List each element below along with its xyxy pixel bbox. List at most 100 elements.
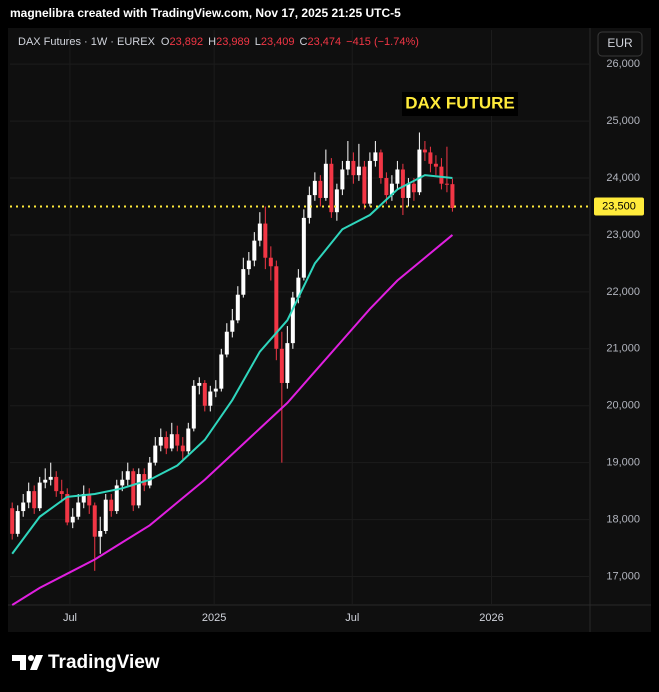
candle-body bbox=[164, 437, 169, 449]
ohlc-key: L bbox=[255, 36, 261, 48]
ohlc-key: C bbox=[300, 36, 308, 48]
ohlc-key: O bbox=[161, 36, 170, 48]
candle-body bbox=[131, 471, 136, 506]
candle-body bbox=[208, 391, 213, 406]
symbol: DAX Futures · 1W · EUREX bbox=[18, 36, 156, 48]
candle-body bbox=[65, 493, 70, 523]
currency[interactable]: EUR bbox=[607, 36, 633, 50]
candle-body bbox=[109, 499, 114, 512]
plot: 17,000 18,000 19,000 20,000 21,000 22,000 23,0… bbox=[8, 28, 651, 632]
candle-body bbox=[246, 260, 251, 270]
x-tick-label: 2026 bbox=[479, 612, 503, 624]
price-label-box bbox=[594, 197, 644, 216]
ohlc-value: 23,892 bbox=[169, 36, 203, 48]
candle-body bbox=[428, 152, 433, 164]
candle-body bbox=[230, 320, 235, 332]
watermark: magnelibra created with TradingView.com,… bbox=[10, 6, 401, 20]
candle-body bbox=[158, 437, 163, 446]
y-tick-label: 26,000 bbox=[606, 58, 640, 70]
candle-body bbox=[175, 434, 180, 446]
candle-body bbox=[307, 195, 312, 218]
y-tick-label: 23,000 bbox=[606, 229, 640, 241]
candle-body bbox=[433, 163, 438, 167]
candle-body bbox=[43, 479, 48, 483]
candle-body bbox=[54, 476, 59, 492]
candle-body bbox=[87, 493, 92, 506]
ohlc-value: 23,989 bbox=[216, 36, 250, 48]
candle-body bbox=[367, 160, 372, 204]
candle-body bbox=[356, 166, 361, 176]
candle-body bbox=[257, 223, 262, 241]
candle-body bbox=[301, 217, 306, 278]
y-tick-label: 21,000 bbox=[606, 343, 640, 355]
candle-body bbox=[10, 508, 15, 534]
candle-body bbox=[406, 183, 411, 198]
candle-body bbox=[136, 474, 141, 506]
candle-body bbox=[98, 530, 103, 537]
annotation-box bbox=[402, 92, 518, 116]
y-tick-label: 20,000 bbox=[606, 400, 640, 412]
candle-body bbox=[378, 152, 383, 179]
logo-text: TradingView bbox=[48, 652, 160, 673]
candle-body bbox=[186, 428, 191, 452]
candle-body bbox=[268, 257, 273, 267]
y-tick-label: 17,000 bbox=[606, 570, 640, 582]
candle-body bbox=[318, 180, 323, 198]
candle-body bbox=[439, 166, 444, 184]
candle-body bbox=[334, 189, 339, 213]
y-tick-label: 18,000 bbox=[606, 514, 640, 526]
candle-body bbox=[32, 491, 37, 509]
candle-body bbox=[400, 169, 405, 198]
candle-body bbox=[26, 491, 31, 503]
ohlc-value: 23,409 bbox=[261, 36, 295, 48]
candle-body bbox=[323, 163, 328, 198]
candle-body bbox=[48, 476, 53, 480]
legend-header: DAX Futures · 1W · EUREX O23,892 H23,989 L2… bbox=[18, 36, 419, 48]
ohlc-key: H bbox=[208, 36, 216, 48]
candle-body bbox=[389, 183, 394, 196]
candle-body bbox=[153, 445, 158, 463]
candle-body bbox=[395, 169, 400, 184]
currency-button[interactable] bbox=[597, 31, 643, 57]
candle-body bbox=[142, 474, 147, 486]
candle-body bbox=[422, 149, 427, 153]
y-tick-label: 22,000 bbox=[606, 286, 640, 298]
candle-body bbox=[92, 505, 97, 537]
candle-body bbox=[351, 160, 356, 176]
candle-body bbox=[290, 297, 295, 344]
candle-body bbox=[235, 294, 240, 321]
candle-body bbox=[312, 180, 317, 196]
candle-body bbox=[213, 388, 218, 392]
candle-body bbox=[37, 482, 42, 509]
x-tick-label: Jul bbox=[345, 612, 359, 624]
candle-body bbox=[444, 183, 449, 185]
candle-body bbox=[274, 266, 279, 349]
candle-body bbox=[329, 163, 334, 213]
candle-body bbox=[219, 354, 224, 389]
candle-body bbox=[191, 385, 196, 429]
candle-body bbox=[114, 485, 119, 512]
candle-body bbox=[70, 516, 75, 523]
y-tick-label: 19,000 bbox=[606, 457, 640, 469]
candle-body bbox=[417, 149, 422, 193]
logo-icon bbox=[12, 655, 43, 670]
y-tick-label: 25,000 bbox=[606, 115, 640, 127]
candle-body bbox=[411, 183, 416, 193]
candle-body bbox=[384, 178, 389, 196]
candle-body bbox=[241, 269, 246, 295]
x-tick-label: Jul bbox=[63, 612, 77, 624]
candle-body bbox=[252, 240, 257, 261]
price-label: 23,500 bbox=[602, 200, 636, 212]
candle-body bbox=[263, 223, 268, 258]
candle-body bbox=[15, 511, 20, 534]
moving-average bbox=[11, 234, 454, 606]
candle-body bbox=[81, 493, 86, 503]
candle-body bbox=[340, 169, 345, 190]
y-tick-label: 24,000 bbox=[606, 172, 640, 184]
moving-average bbox=[11, 174, 453, 555]
candle-body bbox=[21, 502, 26, 512]
change: −415 (−1.74%) bbox=[346, 36, 419, 48]
ohlc-value: 23,474 bbox=[307, 36, 341, 48]
candle-body bbox=[373, 152, 378, 161]
candle-body bbox=[279, 348, 284, 383]
